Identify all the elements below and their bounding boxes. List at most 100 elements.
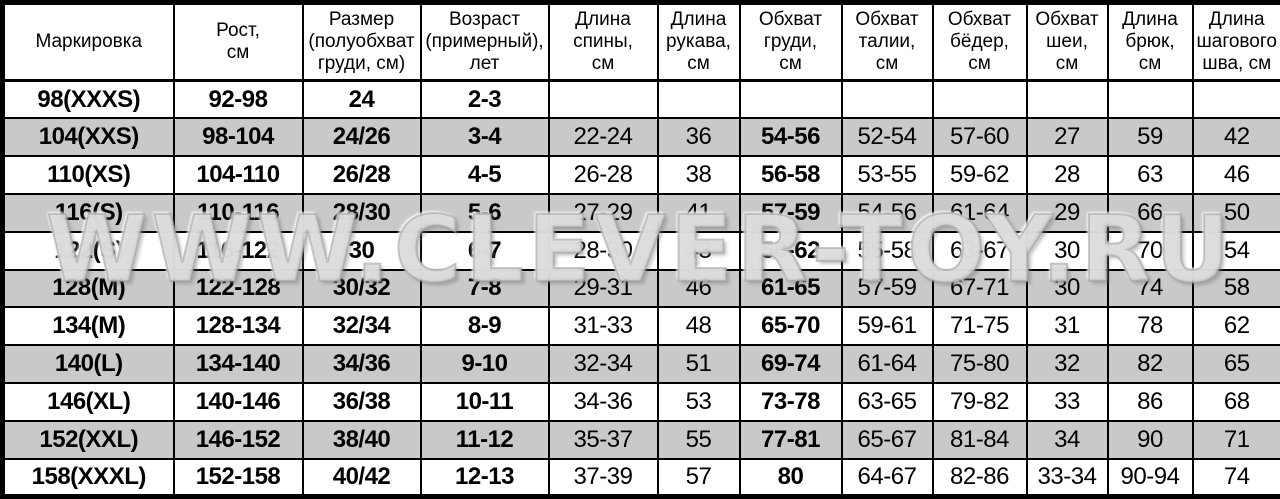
table-cell: 42 [1191,117,1280,158]
table-cell: 104(XXS) [1,117,175,158]
table-cell: 58 [1191,268,1280,309]
table-cell: 90-94 [1106,457,1194,498]
table-cell: 50 [1191,192,1280,233]
table-cell: 66 [1106,192,1194,233]
table-cell: 71 [1191,419,1280,460]
table-cell: 28 [1025,155,1109,195]
table-cell: 74 [1191,457,1280,498]
table-row-3: 116(S) 110-116 28/30 5-6 27-29 41 57-59 54-56 61… [1,192,1280,233]
table-cell: 59 [1106,117,1194,158]
table-cell: 34/36 [301,344,422,384]
table-cell: 8-9 [419,306,550,347]
table-cell: 65 [1191,344,1280,384]
table-cell: 46 [1191,155,1280,195]
table-cell: 2-3 [419,79,550,120]
table-cell: 69-74 [738,344,843,384]
table-cell: 57-59 [840,268,934,309]
table-row-5: 128(M) 122-128 30/32 7-8 29-31 46 61-65 57-59 67… [1,268,1280,309]
table-row-10: 158(XXXL) 152-158 40/42 12-13 37-39 57 80 64-67… [1,457,1280,498]
table-cell: 37-39 [547,457,659,498]
table-cell: 63 [1106,155,1194,195]
column-header-8: Обхват бёдер, см [931,1,1028,82]
table-cell: 98-104 [172,117,304,158]
table-cell: 22-24 [547,117,659,158]
table-cell: 26-28 [547,155,659,195]
table-cell: 26/28 [301,155,422,195]
table-cell: 40/42 [301,457,422,498]
column-header-6: Обхват груди, см [738,1,843,82]
table-cell: 78 [1106,306,1194,347]
table-cell: 29-31 [547,268,659,309]
table-row-0: 98(XXXS) 92-98 24 2-3 [1,79,1280,120]
table-cell: 27 [1025,117,1109,158]
table-cell: 32 [1025,344,1109,384]
table-cell [931,79,1028,120]
table-cell: 128(M) [1,268,175,309]
table-cell: 61-65 [738,268,843,309]
table-cell: 34 [1025,419,1109,460]
table-cell: 3-4 [419,117,550,158]
table-cell: 79-82 [931,382,1028,422]
table-cell: 116(S) [1,192,175,233]
table-cell: 140(L) [1,344,175,384]
table-cell: 75-80 [931,344,1028,384]
table-row-9: 152(XXL) 146-152 38/40 11-12 35-37 55 77-81 65-… [1,419,1280,460]
table-cell: 9-10 [419,344,550,384]
column-header-3: Возраст (примерный), лет [419,1,550,82]
table-cell: 38/40 [301,419,422,460]
table-cell [1025,79,1109,120]
table-cell: 73-78 [738,382,843,422]
table-cell: 92-98 [172,79,304,120]
table-cell: 11-12 [419,419,550,460]
table-cell: 33 [1025,382,1109,422]
table-cell: 43 [656,230,741,271]
table-cell: 71-75 [931,306,1028,347]
column-header-10: Длина брюк, см [1106,1,1194,82]
table-cell: 98(XXXS) [1,79,175,120]
table-cell: 70 [1106,230,1194,271]
table-cell: 61-64 [931,192,1028,233]
table-cell: 77-81 [738,419,843,460]
column-header-11: Длина шагового шва, см [1191,1,1280,82]
table-cell: 54-56 [840,192,934,233]
table-cell: 53-55 [840,155,934,195]
table-cell: 86 [1106,382,1194,422]
table-cell: 30/32 [301,268,422,309]
column-header-4: Длина спины, см [547,1,659,82]
table-cell: 32-34 [547,344,659,384]
table-cell: 64-67 [840,457,934,498]
table-cell: 68 [1191,382,1280,422]
table-cell: 51 [656,344,741,384]
table-cell: 67-71 [931,268,1028,309]
header-row: Маркировка Рост, см Размер (полуобхват гру… [1,1,1280,82]
column-header-5: Длина рукава, см [656,1,741,82]
table-cell: 5-6 [419,192,550,233]
table-cell: 31 [1025,306,1109,347]
table-cell: 30 [1025,230,1109,271]
column-header-0: Маркировка [1,1,175,82]
table-cell: 61-64 [840,344,934,384]
table-cell: 54 [1191,230,1280,271]
table-cell [1191,79,1280,120]
column-header-2: Размер (полуобхват груди, см) [301,1,422,82]
table-cell: 30 [1025,268,1109,309]
table-cell: 55 [656,419,741,460]
table-cell: 36/38 [301,382,422,422]
table-cell: 32/34 [301,306,422,347]
table-cell: 74 [1106,268,1194,309]
column-header-9: Обхват шеи, см [1025,1,1109,82]
table-cell: 53 [656,382,741,422]
table-cell: 62 [1191,306,1280,347]
table-cell: 65-67 [840,419,934,460]
column-header-1: Рост, см [172,1,304,82]
table-cell: 38 [656,155,741,195]
table-cell: 158(XXXL) [1,457,175,498]
table-cell: 59-61 [840,306,934,347]
table-cell: 57 [656,457,741,498]
table-cell: 30 [301,230,422,271]
table-row-6: 134(M) 128-134 32/34 8-9 31-33 48 65-70 59-61 71… [1,306,1280,347]
table-cell: 36 [656,117,741,158]
table-cell: 81-84 [931,419,1028,460]
column-header-7: Обхват талии, см [840,1,934,82]
table-cell: 28-30 [547,230,659,271]
